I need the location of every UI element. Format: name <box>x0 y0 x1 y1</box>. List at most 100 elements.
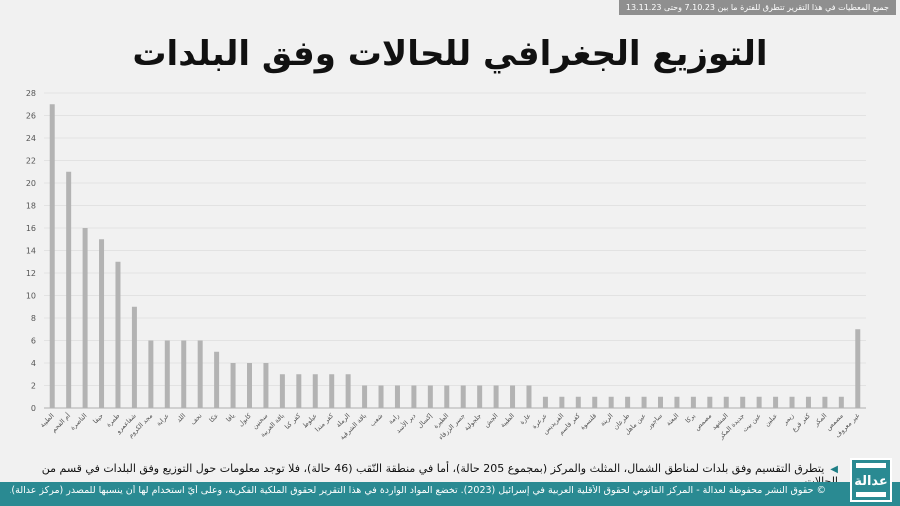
bar <box>247 363 252 408</box>
x-tick-label: شعب <box>368 412 384 428</box>
y-tick-label: 8 <box>31 314 36 323</box>
footnote: ◀يتطرق التقسيم وفق بلدات لمناطق الشمال، … <box>20 462 838 488</box>
adalah-logo: عدالة <box>850 458 892 502</box>
bar <box>526 385 532 408</box>
chevron-left-icon: ◀ <box>830 464 838 475</box>
bar <box>559 396 565 408</box>
x-tick-label: كفر مندا <box>313 411 335 433</box>
x-tick-label: يركا <box>684 412 697 425</box>
bar <box>460 385 466 408</box>
y-tick-label: 14 <box>26 247 36 256</box>
bar <box>822 396 828 408</box>
bar <box>707 396 713 408</box>
bar <box>838 396 844 408</box>
date-range-note: جميع المعطيات في هذا التقرير تتطرق للفتر… <box>618 0 896 15</box>
bar <box>66 171 72 408</box>
y-tick-label: 24 <box>26 134 36 143</box>
bar <box>99 239 105 408</box>
y-tick-label: 6 <box>31 337 36 346</box>
bar <box>690 396 696 408</box>
bar <box>493 385 499 408</box>
bar <box>641 396 647 408</box>
y-tick-label: 26 <box>26 112 36 121</box>
bar <box>345 374 351 408</box>
y-tick-label: 0 <box>31 404 36 413</box>
bar <box>263 363 269 408</box>
bar <box>394 385 400 408</box>
bar <box>789 396 795 408</box>
bar <box>378 385 384 408</box>
bar <box>181 340 187 408</box>
x-tick-label: الجش <box>482 412 499 429</box>
y-tick-label: 18 <box>26 202 36 211</box>
bar <box>575 396 581 408</box>
x-tick-label: حيفا <box>91 412 105 426</box>
bar <box>279 374 285 408</box>
y-tick-label: 20 <box>26 179 36 188</box>
bar <box>312 374 318 408</box>
bar <box>148 340 154 408</box>
gridlines <box>44 92 866 409</box>
copyright-text: © حقوق النشر محفوظة لعدالة - المركز القا… <box>10 485 826 496</box>
x-tick-label: ساجور <box>645 412 664 431</box>
bar <box>49 104 55 408</box>
bar <box>592 396 598 408</box>
x-tick-label: عكا <box>208 412 220 424</box>
bar <box>444 385 450 408</box>
logo-bar-bottom <box>856 492 886 497</box>
x-tick-label: جلجولية <box>462 412 483 433</box>
y-tick-label: 10 <box>26 292 36 301</box>
x-tick-label: البعنة <box>665 412 681 428</box>
bar <box>131 306 137 408</box>
bar <box>411 385 417 408</box>
bar <box>115 261 121 408</box>
bar <box>510 385 516 408</box>
bar <box>362 385 368 408</box>
bar <box>756 396 762 408</box>
bar <box>477 385 483 408</box>
bar <box>164 340 170 408</box>
bar <box>674 396 680 408</box>
x-tick-label: عبلين <box>763 412 779 428</box>
x-tick-label: كفر كنا <box>283 411 303 431</box>
x-tick-label: مصمص <box>693 412 713 432</box>
logo-bar-top <box>856 463 886 468</box>
x-tick-label: عرابة <box>155 412 171 428</box>
x-tick-label: الطيبة <box>499 412 516 429</box>
bar <box>658 396 663 408</box>
logo-mark: عدالة <box>854 474 888 489</box>
x-tick-label: إكسال <box>416 412 434 430</box>
copyright-bar: © حقوق النشر محفوظة لعدالة - المركز القا… <box>0 482 900 506</box>
bar <box>855 329 861 408</box>
y-tick-label: 22 <box>26 157 36 166</box>
y-tick-label: 12 <box>26 269 36 278</box>
chart-title: التوزيع الجغرافي للحالات وفق البلدات <box>132 34 768 74</box>
y-tick-label: 2 <box>31 382 36 391</box>
bar <box>329 374 335 408</box>
x-tick-label: قلنسوة <box>578 412 598 432</box>
x-tick-label: نحف <box>189 412 204 427</box>
y-tick-label: 28 <box>26 89 36 98</box>
y-tick-label: 16 <box>26 224 36 233</box>
bar <box>296 374 302 408</box>
y-tick-label: 4 <box>31 359 36 368</box>
footnote-text: يتطرق التقسيم وفق بلدات لمناطق الشمال، ا… <box>41 462 838 488</box>
bar <box>625 396 631 408</box>
bars <box>49 104 861 408</box>
x-tick-label: عين بيت <box>741 412 763 434</box>
x-tick-label: كفر قرع <box>790 411 812 433</box>
bar <box>805 396 811 408</box>
bar <box>214 351 220 408</box>
bar <box>740 396 746 408</box>
bar <box>82 228 88 408</box>
x-tick-label: يافا <box>225 412 237 424</box>
bar <box>427 385 433 408</box>
bar <box>197 340 203 408</box>
bar <box>723 396 729 408</box>
bar <box>608 396 614 408</box>
bar <box>230 363 236 408</box>
x-tick-label: اللد <box>175 412 187 424</box>
